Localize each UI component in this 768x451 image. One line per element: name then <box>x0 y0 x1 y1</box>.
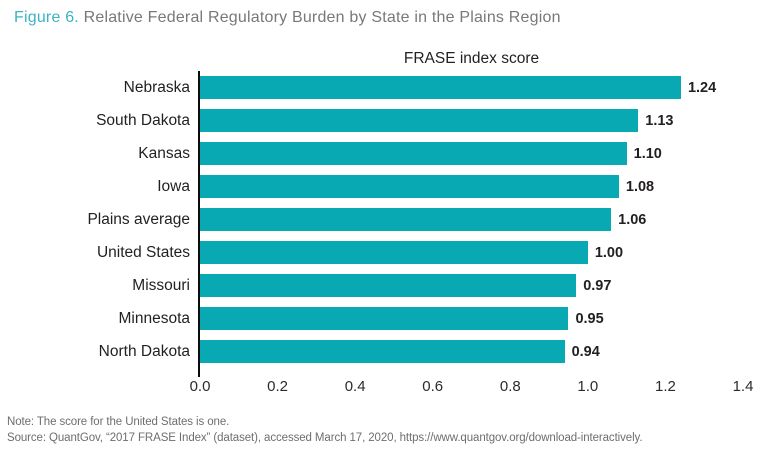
chart-row: Minnesota 0.95 <box>0 302 768 335</box>
bar-track: 0.97 <box>200 269 743 302</box>
value-label: 1.13 <box>645 112 674 129</box>
chart-notes: Note: The score for the United States is… <box>7 414 643 446</box>
value-label: 1.10 <box>633 145 662 162</box>
bar-track: 1.24 <box>200 71 743 104</box>
category-label: Missouri <box>132 276 190 294</box>
category-label: Kansas <box>138 144 190 162</box>
chart-row: Plains average 1.06 <box>0 203 768 236</box>
category-label: South Dakota <box>96 111 190 129</box>
bar <box>200 208 612 231</box>
x-tick-label: 0.0 <box>189 378 211 395</box>
chart-rows: Nebraska 1.24 South Dakota 1.13 Kansas 1.10 Io… <box>0 71 768 368</box>
note-line: Note: The score for the United States is… <box>7 416 230 428</box>
category-label: Minnesota <box>118 309 190 327</box>
bar-track: 1.00 <box>200 236 743 269</box>
chart-row: Kansas 1.10 <box>0 137 768 170</box>
bar <box>200 175 619 198</box>
category-label: Plains average <box>87 210 190 228</box>
x-tick-label: 0.6 <box>422 378 444 395</box>
value-label: 1.06 <box>618 211 647 228</box>
chart-row: Missouri 0.97 <box>0 269 768 302</box>
figure-title-text: Relative Federal Regulatory Burden by St… <box>78 9 561 26</box>
x-tick-label: 0.2 <box>267 378 288 395</box>
bar <box>200 241 588 264</box>
chart-row: North Dakota 0.94 <box>0 335 768 368</box>
bar-track: 0.94 <box>200 335 743 368</box>
bar <box>200 76 681 99</box>
bar-track: 1.10 <box>200 137 743 170</box>
bar-track: 0.95 <box>200 302 743 335</box>
chart-row: Iowa 1.08 <box>0 170 768 203</box>
chart-row: United States 1.00 <box>0 236 768 269</box>
bar <box>200 307 569 330</box>
x-tick-label: 1.2 <box>654 378 676 395</box>
x-axis: 0.0 0.2 0.4 0.6 0.8 1.0 1.2 1.4 <box>190 378 754 398</box>
x-tick-label: 0.4 <box>344 378 366 395</box>
value-label: 0.94 <box>571 343 600 360</box>
y-axis-line <box>198 71 200 377</box>
bar <box>200 142 627 165</box>
bar-track: 1.06 <box>200 203 743 236</box>
bar-track: 1.13 <box>200 104 743 137</box>
category-label: North Dakota <box>98 342 190 360</box>
value-label: 1.24 <box>687 79 717 96</box>
category-label: United States <box>96 243 190 261</box>
x-tick-label: 1.0 <box>577 378 599 395</box>
chart-row: South Dakota 1.13 <box>0 104 768 137</box>
value-label: 0.97 <box>583 277 612 294</box>
bar <box>200 109 639 132</box>
chart-title: FRASE index score <box>403 50 540 67</box>
category-label: Nebraska <box>123 78 190 96</box>
source-line: Source: QuantGov, “2017 FRASE Index” (da… <box>7 432 643 444</box>
figure-number-label: Figure 6. <box>14 9 79 26</box>
bar <box>200 274 577 297</box>
bar <box>200 340 565 363</box>
value-label: 1.00 <box>594 244 624 261</box>
x-tick-label: 0.8 <box>499 378 521 395</box>
value-label: 1.08 <box>625 178 655 195</box>
chart-row: Nebraska 1.24 <box>0 71 768 104</box>
value-label: 0.95 <box>575 310 604 327</box>
x-tick-label: 1.4 <box>732 378 754 395</box>
category-label: Iowa <box>157 177 190 195</box>
bar-track: 1.08 <box>200 170 743 203</box>
figure-title: Figure 6. Relative Federal Regulatory Bu… <box>14 9 561 27</box>
